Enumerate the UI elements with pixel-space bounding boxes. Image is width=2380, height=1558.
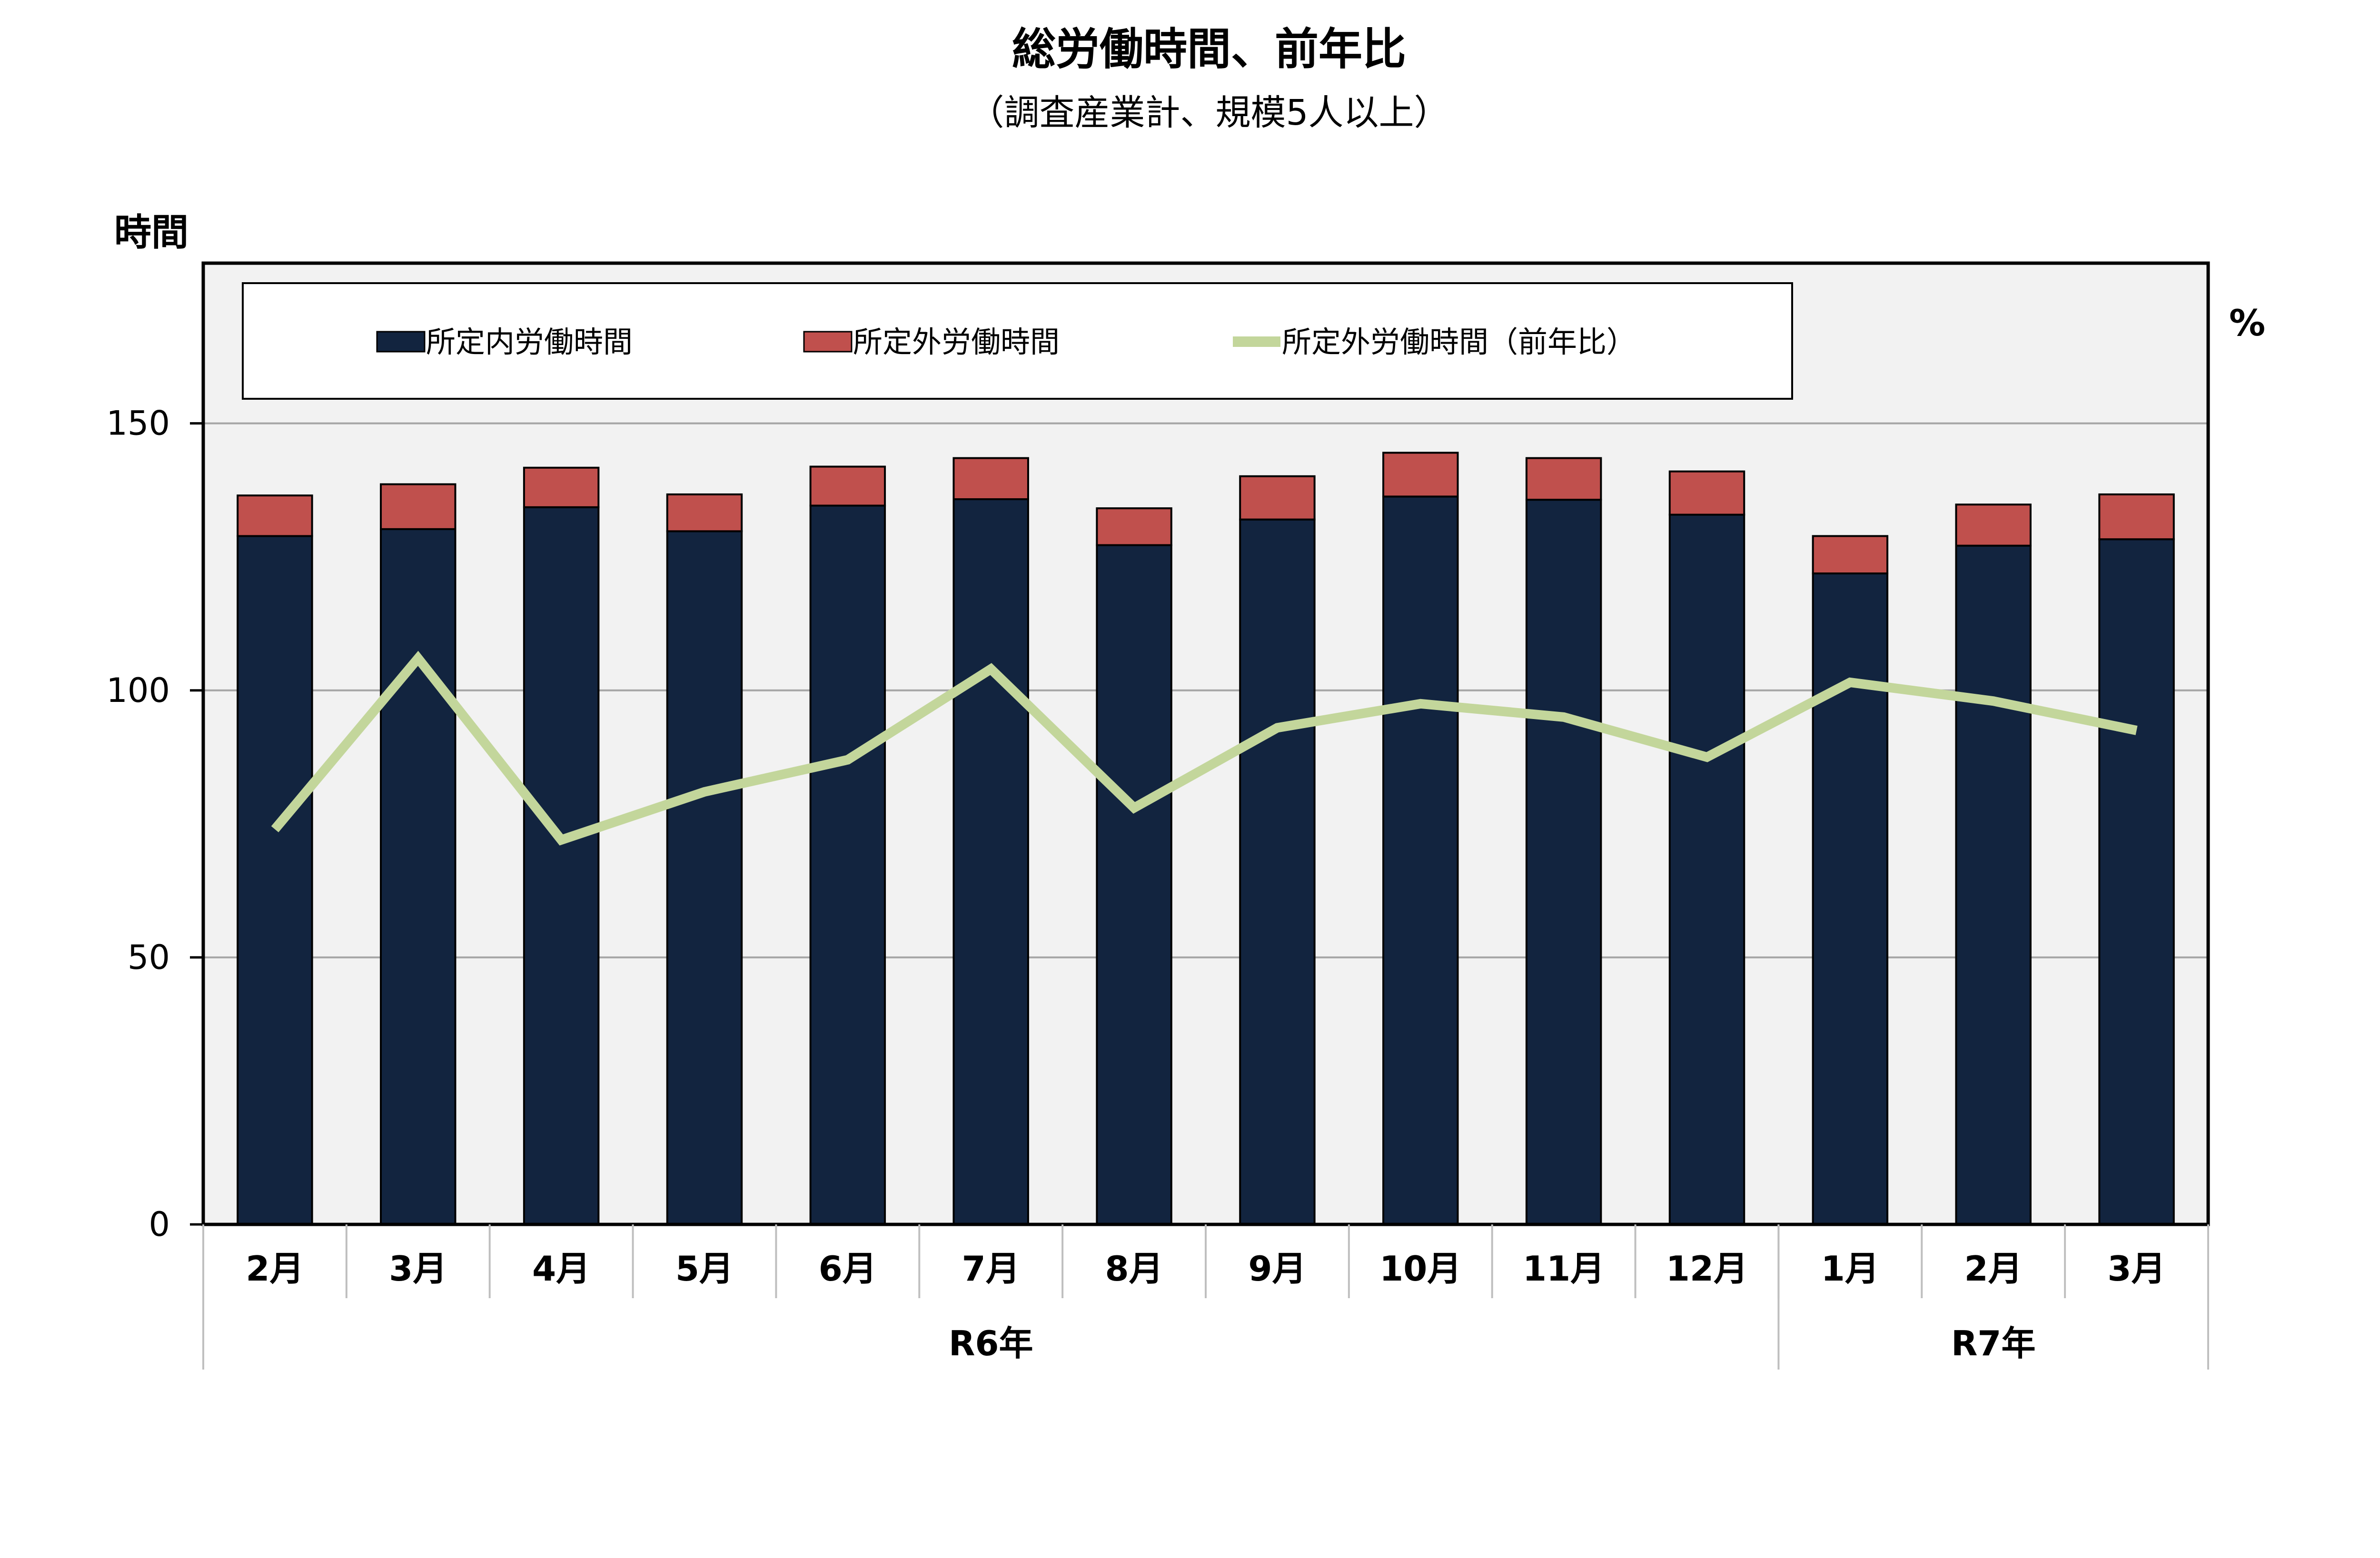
bar-scheduled-hours [1955, 544, 2032, 1225]
y-tick-label: 50 [128, 938, 170, 977]
x-tick-label: 10月 [1379, 1249, 1461, 1289]
y-axis-ticks: 0 50 100 150 [106, 404, 203, 1244]
legend-box [242, 282, 1793, 400]
x-tick-label: 4月 [532, 1249, 590, 1289]
bar-overtime-hours [1525, 457, 1602, 501]
bar-scheduled-hours [1525, 499, 1602, 1225]
bar-scheduled-hours [523, 506, 600, 1225]
line-series [271, 651, 2138, 846]
y-tick-label: 0 [149, 1205, 170, 1244]
bar-series [237, 452, 2175, 1225]
bar-overtime-hours [809, 465, 886, 507]
plot-area [203, 263, 2208, 1224]
y-tick-label: 100 [106, 671, 170, 710]
x-tick-label: 3月 [2108, 1249, 2166, 1289]
chart-subtitle: （調査産業計、規模5人以上） [969, 92, 1449, 133]
bar-scheduled-hours [1668, 513, 1745, 1225]
x-tick-label: 2月 [1964, 1249, 2023, 1289]
y-tick-label: 150 [106, 404, 170, 443]
legend-label-scheduled: 所定内労働時間 [426, 325, 633, 359]
bar-overtime-hours [1239, 475, 1316, 521]
bar-scheduled-hours [952, 498, 1029, 1225]
bar-overtime-hours [1382, 452, 1459, 498]
legend-swatch-overtime [803, 331, 853, 353]
x-tick-label: 6月 [819, 1249, 877, 1289]
bar-scheduled-hours [1096, 544, 1172, 1225]
bar-overtime-hours [1955, 503, 2032, 547]
x-group-label: R6年 [949, 1323, 1033, 1363]
bar-scheduled-hours [237, 535, 313, 1225]
chart-title: 総労働時間、前年比 [1012, 24, 1406, 75]
bar-scheduled-hours [666, 530, 743, 1225]
legend-swatch-scheduled [376, 331, 426, 353]
bar-overtime-hours [952, 457, 1029, 501]
x-tick-label: 1月 [1821, 1249, 1879, 1289]
y-left-axis-label: 時間 [114, 211, 188, 254]
bar-scheduled-hours [1812, 572, 1889, 1225]
bar-overtime-hours [1668, 470, 1745, 516]
x-tick-label: 11月 [1523, 1249, 1605, 1289]
x-tick-label: 3月 [389, 1249, 447, 1289]
bar-overtime-hours [2098, 493, 2175, 541]
bar-overtime-hours [1812, 535, 1889, 575]
bar-scheduled-hours [1382, 495, 1459, 1225]
line-overtime-yoy [271, 651, 2138, 846]
bar-scheduled-hours [380, 528, 456, 1225]
y-right-axis-label: % [2229, 302, 2265, 344]
legend-label-overtime: 所定外労働時間 [853, 325, 1060, 359]
x-axis: 2月 3月 4月 5月 6月 7月 8月 9月 10月 11月 12月 1月 2月 3月 R6年 R7年 [202, 1224, 2209, 1370]
x-tick-label: 12月 [1666, 1249, 1748, 1289]
bar-overtime-hours [237, 494, 313, 537]
x-tick-label: 2月 [246, 1249, 304, 1289]
bar-overtime-hours [666, 493, 743, 532]
x-tick-label: 5月 [675, 1249, 734, 1289]
x-group-label: R7年 [1951, 1323, 2036, 1363]
x-tick-label: 7月 [962, 1249, 1020, 1289]
x-tick-label: 8月 [1105, 1249, 1163, 1289]
bar-overtime-hours [523, 466, 600, 508]
bar-scheduled-hours [809, 504, 886, 1225]
bar-scheduled-hours [1239, 518, 1316, 1225]
legend-label-overtime-yoy: 所定外労働時間（前年比） [1282, 325, 1636, 359]
bar-scheduled-hours [2098, 538, 2175, 1225]
bar-overtime-hours [380, 483, 456, 530]
bar-overtime-hours [1096, 507, 1172, 546]
x-tick-label: 9月 [1248, 1249, 1306, 1289]
legend: 所定内労働時間 所定外労働時間 所定外労働時間（前年比） [242, 282, 1793, 400]
